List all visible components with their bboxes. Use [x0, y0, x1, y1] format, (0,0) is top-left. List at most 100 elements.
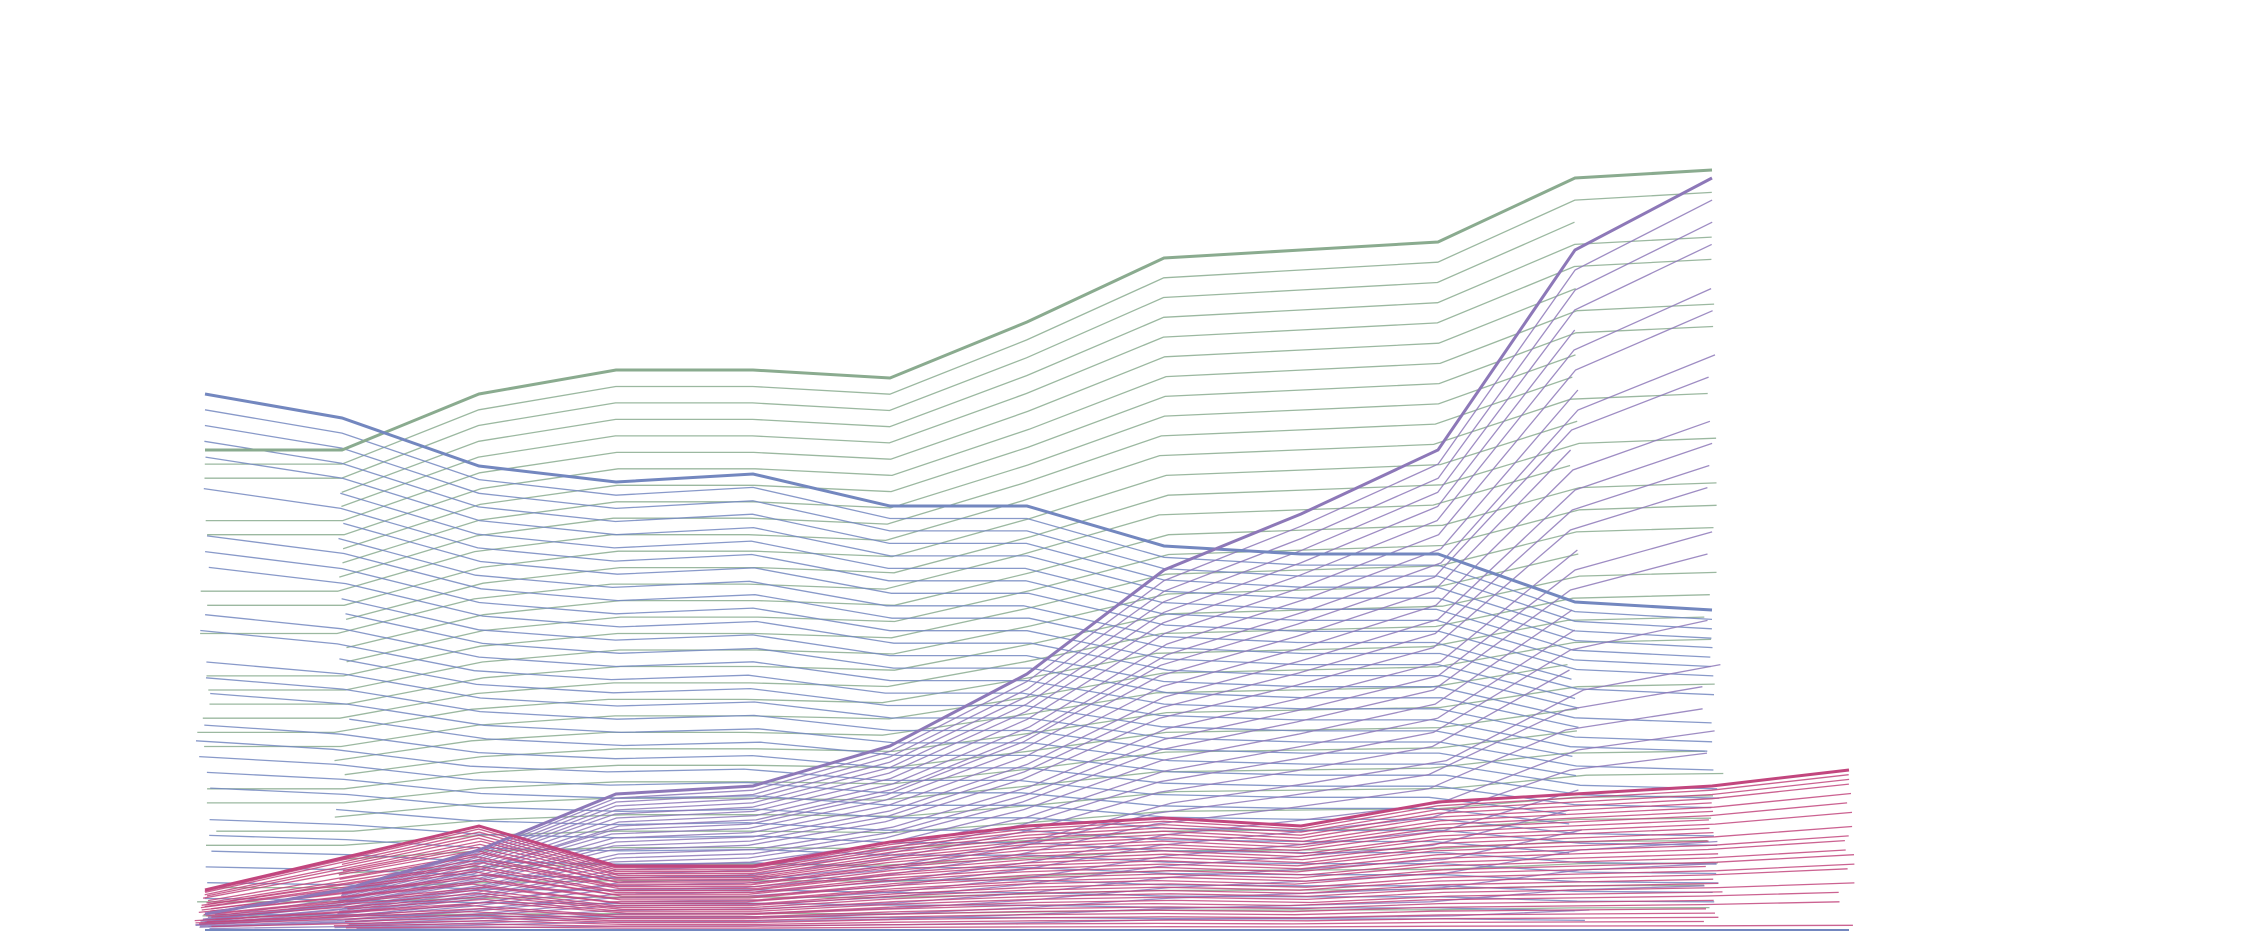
ridge-line-green-16 — [209, 571, 1717, 705]
ridge-line-purple-6 — [199, 809, 1570, 928]
ridge-line-pink-28 — [342, 810, 1714, 878]
ridge-line-green-14 — [197, 616, 1705, 734]
ridge-line-purple-30 — [341, 329, 1576, 896]
ridge-line-green-8 — [334, 750, 1705, 818]
ridge-line-blue-26 — [338, 537, 1572, 680]
ridge-line-blue-20 — [205, 614, 1713, 743]
ridge-line-pink-22 — [208, 825, 1853, 905]
ridge-line-pink-5 — [198, 908, 1707, 925]
ridge-line-pink-6 — [195, 901, 1840, 924]
ridge-line-pink-17 — [201, 849, 1846, 911]
series-line-purple — [204, 176, 1713, 916]
ridge-line-purple-18 — [205, 531, 1713, 923]
ridge-line-green-33 — [204, 191, 1712, 465]
ridge-line-green-29 — [205, 287, 1576, 522]
ridge-line-blue-22 — [341, 598, 1712, 724]
ridge-line-purple-22 — [205, 442, 1713, 921]
series-lines — [204, 168, 1850, 931]
ridge-line-pink-13 — [203, 868, 1848, 916]
ridge-line-purple-28 — [342, 310, 1713, 898]
ridge-line-green-18 — [206, 526, 1714, 677]
ridge-line-purple-17 — [200, 553, 1708, 923]
series-line-green — [205, 168, 1713, 452]
ridge-line-pink-20 — [204, 835, 1849, 908]
ridge-line-blue-13 — [204, 724, 1712, 809]
ridge-line-blue-19 — [200, 629, 1708, 752]
ridge-line-green-22 — [345, 437, 1717, 621]
ridge-line-pink-12 — [206, 878, 1714, 917]
ridge-line-blue-24 — [205, 550, 1576, 700]
ridge-line-blue-28 — [203, 487, 1711, 668]
ridge-line-blue-25 — [206, 535, 1715, 696]
ridge-line-pink-9 — [215, 891, 1723, 921]
ridge-line-pink-18 — [211, 853, 1719, 910]
ridge-line-purple-32 — [342, 221, 1713, 894]
ridge-line-purple-1 — [356, 909, 1590, 930]
ridge-line-purple-29 — [340, 288, 1712, 897]
ridge-line-pink-25 — [207, 811, 1853, 902]
ridge-line-pink-26 — [338, 819, 1709, 882]
ridge-line-blue-11 — [199, 755, 1570, 825]
ridge-line-pink-19 — [200, 839, 1845, 909]
ridge-line-green-17 — [208, 553, 1579, 691]
ridge-line-green-28 — [207, 303, 1715, 536]
ridge-line-blue-31 — [204, 440, 1712, 639]
ridge-line-pink-21 — [201, 840, 1709, 906]
series-line-pink — [204, 768, 1850, 892]
ridge-line-green-26 — [342, 354, 1576, 564]
ridge-line-blue-21 — [345, 613, 1579, 729]
ridge-line-pink-30 — [204, 802, 1712, 896]
ridge-line-pink-33 — [204, 774, 1849, 892]
ridge-line-blue-32 — [204, 424, 1712, 630]
ridge-line-green-12 — [334, 663, 1568, 762]
ridge-line-purple-19 — [344, 549, 1578, 909]
ridge-line-blue-33 — [204, 409, 1713, 621]
ridge-line-green-20 — [346, 482, 1717, 649]
ridge-line-purple-16 — [339, 609, 1573, 912]
ridge-line-pink-8 — [194, 891, 1839, 922]
ridge-line-blue-15 — [210, 692, 1718, 790]
ridge-line-purple-25 — [338, 376, 1709, 902]
ridge-line-pink-11 — [211, 882, 1719, 918]
ridge-line-pink-2 — [333, 920, 1704, 927]
ridge-line-green-23 — [207, 420, 1578, 606]
ridge-line-pink-3 — [211, 916, 1719, 928]
ridge-line-pink-4 — [344, 912, 1716, 924]
ridge-line-green-19 — [346, 504, 1717, 663]
ridge-line-purple-33 — [204, 199, 1713, 916]
ridge-line-pink-24 — [339, 827, 1710, 886]
ridge-line-blue-10 — [206, 771, 1714, 837]
ridge-line-green-30 — [341, 258, 1712, 508]
ridge-line-purple-26 — [344, 354, 1716, 901]
ridge-line-pink-10 — [347, 882, 1855, 912]
series-line-blue — [204, 392, 1713, 612]
ridge-line-pink-16 — [209, 854, 1855, 912]
ridge-line-pink-31 — [341, 783, 1849, 873]
ridge-line-purple-13 — [199, 669, 1570, 925]
ridge-line-blue-16 — [205, 677, 1577, 777]
ridge-line-blue-27 — [343, 522, 1714, 677]
ridge-line-purple-24 — [337, 449, 1572, 903]
ridge-line-green-31 — [341, 236, 1712, 494]
ridge-line-blue-18 — [339, 658, 1573, 758]
ridge-line-green-15 — [202, 594, 1710, 719]
ridge-line-green-27 — [342, 325, 1714, 550]
ridge-line-pink-27 — [202, 802, 1848, 899]
ridge-line-purple-31 — [341, 243, 1712, 895]
ridge-lines — [194, 191, 1855, 930]
ridge-line-pink-15 — [198, 865, 1706, 914]
ridge-line-green-11 — [344, 683, 1715, 776]
ridge-line-pink-32 — [204, 778, 1850, 894]
ridge-line-green-13 — [204, 638, 1712, 748]
ridge-line-blue-17 — [206, 661, 1714, 771]
ridge-line-pink-7 — [206, 899, 1714, 923]
ridge-line-pink-23 — [206, 831, 1714, 904]
ridge-line-pink-1 — [345, 924, 1853, 929]
ridge-line-blue-30 — [205, 456, 1713, 649]
ridge-line-pink-29 — [206, 792, 1852, 897]
ridge-line-green-32 — [204, 221, 1575, 479]
ridge-line-blue-14 — [349, 718, 1720, 799]
ridge-line-pink-14 — [210, 863, 1855, 915]
